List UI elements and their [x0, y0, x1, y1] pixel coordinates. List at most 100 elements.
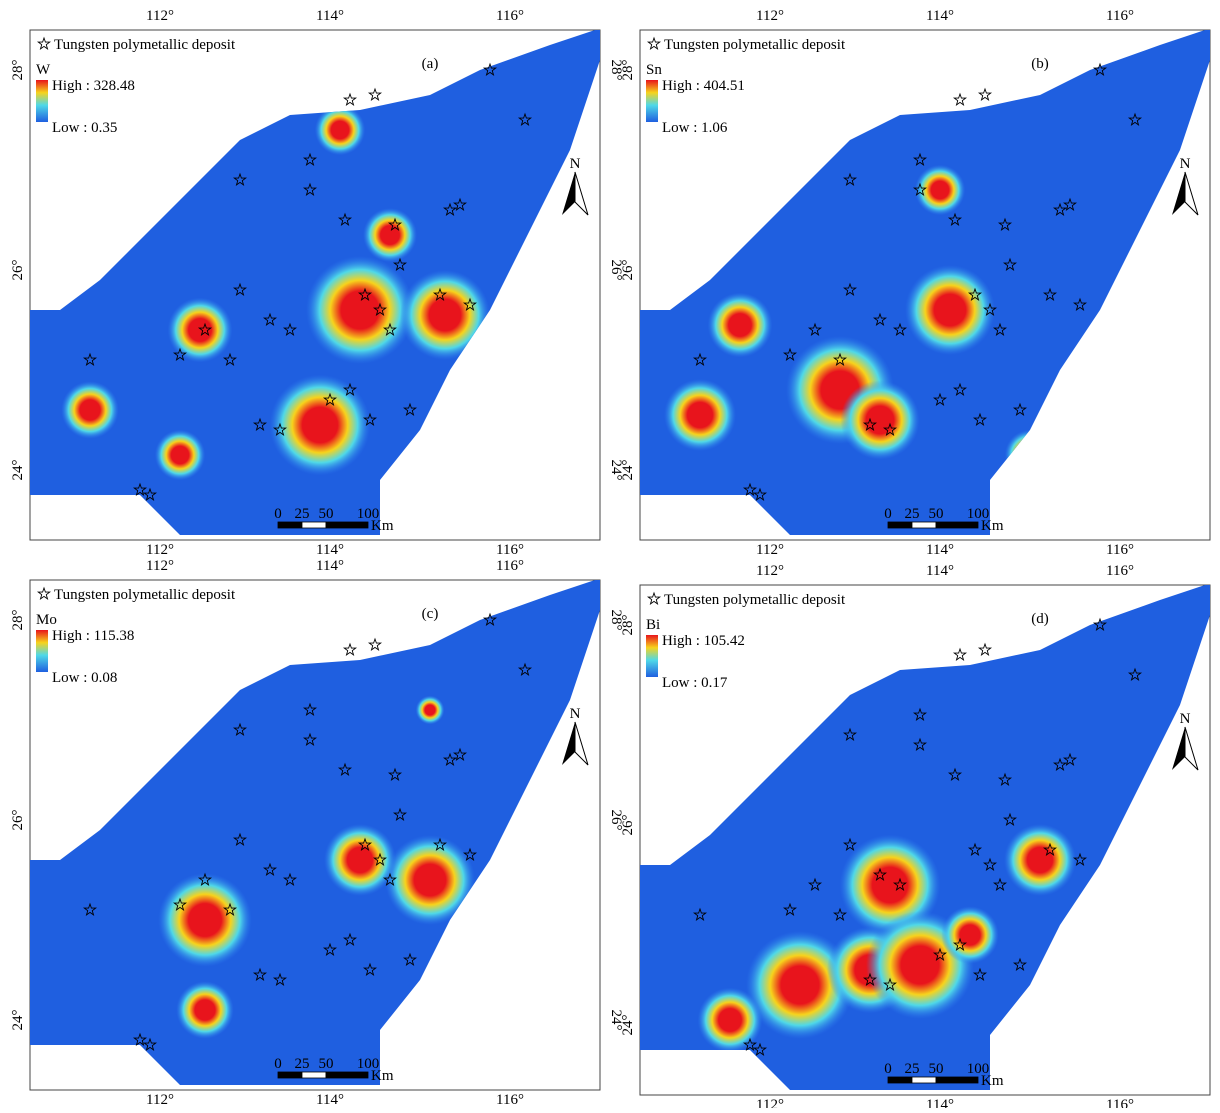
lon-label: 112° — [146, 1092, 174, 1108]
north-arrow — [1184, 726, 1199, 771]
deposit-star — [197, 322, 213, 337]
deposit-star — [912, 707, 928, 722]
deposit-star — [912, 737, 928, 752]
north-arrow — [1184, 171, 1199, 216]
deposit-star — [982, 302, 998, 317]
anomaly — [176, 981, 234, 1039]
lon-label: 114° — [926, 542, 954, 558]
lat-label: 28° — [620, 615, 636, 636]
deposit-star — [342, 642, 358, 657]
hotspots — [664, 164, 1056, 481]
hotspots — [697, 824, 1076, 1053]
anomaly — [314, 104, 366, 156]
deposit-star — [302, 702, 318, 717]
deposit-star — [197, 872, 213, 887]
deposit-star — [842, 727, 858, 742]
legend-low: Low : 0.35 — [52, 120, 117, 136]
deposit-star — [912, 182, 928, 197]
anomaly — [941, 906, 999, 964]
deposit-star — [782, 902, 798, 917]
legend-high: High : 404.51 — [662, 78, 745, 94]
deposit-star — [882, 422, 898, 437]
lat-label: 28° — [10, 60, 26, 81]
lat-label: 24° — [608, 460, 624, 481]
lon-label: 114° — [926, 8, 954, 24]
deposit-star — [967, 287, 983, 302]
scale-label: 100 — [967, 1061, 990, 1077]
lon-label: 116° — [1106, 8, 1134, 24]
lon-label: 112° — [146, 8, 174, 24]
deposit-star — [452, 197, 468, 212]
lat-label: 28° — [1218, 615, 1220, 636]
anomaly — [914, 164, 966, 216]
lat-label: 28° — [1218, 60, 1220, 81]
deposit-star — [972, 967, 988, 982]
color-ramp — [646, 635, 658, 677]
deposit-star — [972, 412, 988, 427]
lat-label: 24° — [10, 460, 26, 481]
deposit-star — [382, 872, 398, 887]
deposit-star — [232, 722, 248, 737]
deposit-star — [992, 877, 1008, 892]
scale-label: 100 — [967, 506, 990, 522]
deposit-star — [252, 967, 268, 982]
scale-label: 100 — [357, 506, 380, 522]
deposit-star — [646, 36, 662, 51]
deposit-star — [932, 947, 948, 962]
deposit-star — [222, 902, 238, 917]
deposit-star — [382, 322, 398, 337]
deposit-star — [132, 1032, 148, 1047]
anomaly — [158, 873, 252, 967]
element-name: Mo — [36, 612, 57, 628]
color-ramp — [646, 80, 658, 122]
lon-label: 116° — [496, 558, 524, 574]
deposit-star — [1092, 62, 1108, 77]
deposit-star — [462, 847, 478, 862]
deposit-star — [1072, 852, 1088, 867]
lat-label: 26° — [10, 260, 26, 281]
anomaly — [167, 297, 233, 363]
lat-label: 28° — [608, 60, 624, 81]
deposit-star — [832, 907, 848, 922]
deposit-star — [322, 392, 338, 407]
deposit-star — [482, 62, 498, 77]
deposit-star — [342, 382, 358, 397]
element-name: W — [36, 62, 51, 78]
lat-label: 24° — [620, 1015, 636, 1036]
scale-unit: Km — [981, 1073, 1004, 1089]
legend-low: Low : 0.08 — [52, 670, 117, 686]
deposit-star — [862, 417, 878, 432]
lat-label: 24° — [1218, 460, 1220, 481]
anomaly — [385, 835, 475, 925]
lon-label: 112° — [756, 8, 784, 24]
scale-label: 50 — [319, 506, 334, 522]
deposit-star — [282, 872, 298, 887]
scale-bar — [277, 521, 303, 529]
scale-bar — [301, 1071, 327, 1079]
deposit-star — [36, 586, 52, 601]
scale-bar — [325, 521, 369, 529]
deposit-star — [362, 962, 378, 977]
deposit-star — [842, 282, 858, 297]
north-arrow — [574, 721, 589, 766]
deposit-star — [782, 347, 798, 362]
scale-bar — [935, 521, 979, 529]
deposit-star — [1052, 202, 1068, 217]
deposit-star — [1012, 402, 1028, 417]
deposit-star — [172, 347, 188, 362]
deposit-star — [142, 1037, 158, 1052]
deposit-star — [992, 322, 1008, 337]
deposit-star — [342, 92, 358, 107]
deposit-star — [222, 352, 238, 367]
anomaly — [664, 379, 736, 451]
deposit-star — [872, 867, 888, 882]
scale-label: 25 — [295, 506, 310, 522]
deposit-star — [387, 217, 403, 232]
deposit-star — [342, 932, 358, 947]
lon-label: 114° — [316, 542, 344, 558]
deposit-star — [302, 732, 318, 747]
lon-label: 116° — [496, 8, 524, 24]
panel-label: (b) — [1031, 56, 1049, 72]
deposit-star — [1042, 842, 1058, 857]
north-label: N — [570, 156, 581, 172]
